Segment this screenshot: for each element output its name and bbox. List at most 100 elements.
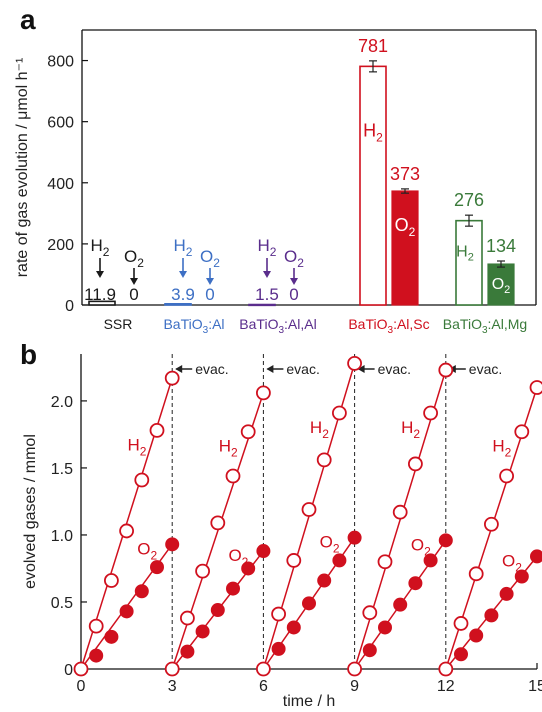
value-label-h2-4: 276 [454, 190, 484, 210]
gas-label-o2-0: O2 [124, 247, 144, 270]
arrow-o2-2-head [290, 278, 298, 285]
gas-label-h2-4: H2 [456, 244, 474, 264]
arrow-o2-0-head [130, 278, 138, 285]
arrow-o2-0 [130, 268, 138, 285]
h2-point [149, 423, 165, 438]
h2-point [225, 468, 241, 484]
o2-point [317, 573, 332, 588]
h2-point [195, 563, 211, 579]
o2-point [332, 553, 347, 568]
evac-arrow-head-0 [175, 365, 183, 373]
arrow-h2-2 [263, 258, 271, 278]
arrow-o2-1-head [206, 278, 214, 285]
o2-point [180, 644, 195, 659]
y-tick-label: 2.0 [51, 394, 73, 411]
o2-point [119, 604, 134, 619]
y-axis-label: rate of gas evolution / μmol h⁻¹ [14, 58, 31, 278]
arrow-h2-1 [179, 258, 187, 278]
o2-point [530, 549, 542, 564]
evac-arrow-head-2 [357, 365, 365, 373]
bar-h2-1 [164, 303, 192, 306]
category-label-0: SSR [104, 316, 133, 332]
o2-point [241, 561, 256, 576]
o2-point [104, 629, 119, 644]
h2-point [88, 618, 104, 634]
x-tick-label: 9 [350, 678, 359, 695]
y-tick-label: 0 [65, 298, 74, 315]
y-tick-label: 0 [64, 662, 73, 679]
y-axis-label: evolved gases / mmol [22, 434, 39, 589]
panel-a-bar-chart: 0 200 400 600 800 rate of gas evolution / μmo… [14, 29, 537, 336]
h2-point [179, 610, 195, 626]
o2-series-label-3: O2 [411, 535, 431, 558]
gas-label-h2-3: H2 [363, 120, 383, 144]
bar-h2-4 [455, 219, 483, 306]
o2-series-label-4: O2 [502, 551, 522, 574]
category-label-2: BaTiO3:Al,Al [239, 316, 316, 336]
value-label-h2-1: 3.9 [171, 285, 195, 304]
o2-point [302, 596, 316, 611]
y-tick-label: 600 [47, 115, 74, 132]
panel-b-time-course-chart: 0 0.5 1.0 1.5 2.0 0 3 6 9 12 15 time / h evolved gas… [22, 354, 542, 710]
panel-a-letter: a [20, 4, 36, 35]
value-label-o2-2: 0 [289, 285, 298, 304]
y-tick-label: 1.0 [51, 528, 73, 545]
y-tick-label: 200 [47, 237, 74, 254]
value-label-o2-1: 0 [205, 285, 214, 304]
o2-point [150, 560, 164, 575]
o2-point [378, 620, 392, 635]
x-tick-label: 3 [168, 678, 177, 695]
o2-point [362, 643, 377, 658]
o2-series-label-1: O2 [228, 546, 248, 569]
h2-series-label-3: H2 [401, 418, 420, 441]
bar-o2-3 [391, 190, 419, 306]
h2-point [164, 370, 180, 386]
bar-h2-0 [88, 300, 116, 306]
gas-label-h2-0: H2 [91, 236, 110, 259]
h2-point [362, 605, 378, 621]
h2-point [347, 661, 363, 677]
o2-point [499, 586, 514, 601]
x-axis-label: time / h [283, 693, 335, 710]
h2-point [134, 472, 150, 488]
category-label-1: BaTiO3:Al [163, 316, 224, 336]
gas-label-o2-2: O2 [284, 247, 304, 270]
gas-label-o2-1: O2 [200, 247, 220, 270]
o2-point [165, 537, 180, 552]
x-tick-label: 0 [77, 678, 86, 695]
h2-point [483, 516, 499, 532]
h2-point [316, 452, 332, 468]
arrow-o2-2 [290, 268, 298, 285]
evac-label-1: evac. [286, 361, 319, 377]
y-tick-label: 0.5 [51, 595, 73, 612]
evac-label-3: evac. [469, 361, 502, 377]
h2-point [377, 554, 393, 570]
o2-point [484, 608, 499, 623]
h2-point [407, 456, 423, 472]
y-tick-label: 1.5 [51, 461, 73, 478]
gas-label-h2-1: H2 [174, 236, 193, 259]
o2-point [393, 597, 408, 612]
o2-point [195, 624, 210, 639]
value-label-o2-3: 373 [390, 164, 420, 184]
o2-point [210, 603, 225, 618]
h2-point [286, 553, 302, 568]
h2-point [392, 504, 408, 520]
h2-point [499, 468, 515, 484]
h2-point [468, 566, 484, 582]
o2-point [408, 576, 423, 591]
bar-h2-2 [248, 303, 276, 307]
arrow-h2-0-head [96, 271, 104, 278]
o2-point [89, 648, 104, 663]
o2-point [271, 641, 286, 656]
h2-series-label-4: H2 [492, 437, 511, 460]
arrow-h2-1-head [179, 271, 187, 278]
h2-series-label-0: H2 [128, 435, 147, 458]
h2-point [453, 616, 469, 631]
o2-series-label-0: O2 [137, 539, 157, 562]
y-tick-label: 400 [47, 176, 74, 193]
h2-point [104, 573, 119, 588]
o2-point [134, 584, 149, 599]
o2-point [347, 530, 362, 545]
